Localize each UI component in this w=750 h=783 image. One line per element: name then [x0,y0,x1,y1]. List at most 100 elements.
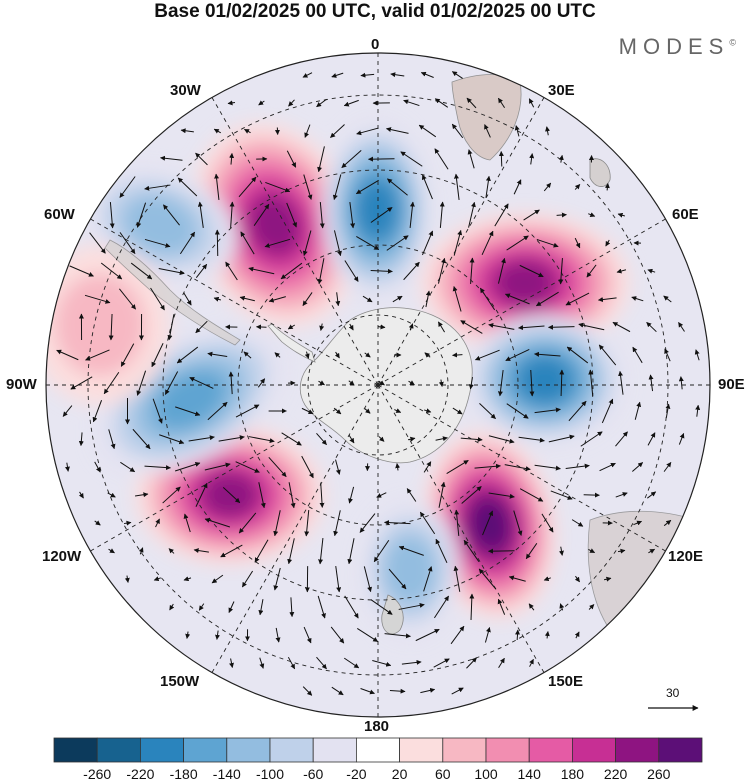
wind-arrow [84,294,111,304]
wind-arrow [467,149,475,169]
wind-arrow [368,156,395,162]
wind-arrow [513,510,523,536]
wind-arrow [316,656,327,670]
wind-arrow [568,400,587,422]
wind-arrow [257,378,266,388]
wind-arrow [541,513,554,533]
wind-arrow [387,178,408,196]
wind-arrow [241,570,254,588]
wind-arrow [534,464,561,471]
wind-arrow [258,599,264,616]
colorbar-swatch [139,737,184,763]
wind-arrow [618,370,624,395]
wind-arrow [505,348,530,362]
wind-arrow [144,465,171,471]
wind-arrow [408,380,415,386]
wind-arrow [437,257,446,284]
wind-arrow [286,202,297,228]
wind-arrow [378,436,385,442]
wind-arrow [543,182,552,192]
wind-arrow [612,321,631,333]
wind-arrow [389,688,406,694]
wind-arrow [344,260,359,282]
wind-arrow [78,491,84,499]
wind-arrow [183,576,192,582]
wind-arrow [469,257,475,285]
wind-arrow [189,377,214,389]
wind-arrow [545,126,550,136]
wind-arrow [488,323,515,330]
wind-arrow [132,428,151,450]
wind-arrow [601,398,614,424]
colorbar-tick-label: -100 [256,766,284,782]
wind-arrow [151,343,164,368]
wind-arrow [588,212,596,217]
wind-arrow [535,291,559,307]
wind-arrow [65,462,70,472]
wind-arrow [330,124,345,138]
wind-arrow [498,150,504,167]
wind-arrow [529,369,535,397]
wind-arrow [647,268,656,274]
wind-arrow [243,128,251,134]
wind-arrow [558,154,564,163]
wind-arrow [264,238,291,248]
wind-arrow [334,351,340,359]
wind-arrow [103,371,120,395]
wind-arrow [302,292,313,306]
wind-arrow [193,548,209,554]
wind-arrow [544,631,550,639]
wind-arrow [534,407,561,414]
wind-arrow [248,436,275,444]
wind-arrow [94,520,101,526]
wind-arrow [108,429,116,450]
wind-arrow [632,462,644,472]
wind-arrow [460,437,483,442]
wind-arrow [120,461,136,473]
wind-arrow [301,407,314,415]
latitude-circle [162,169,594,601]
wind-arrow [136,202,147,228]
wind-arrow [461,486,482,504]
wind-arrow [519,488,544,502]
wind-arrow [433,658,450,668]
wind-arrow [484,124,491,138]
wind-arrow [409,201,415,228]
wind-arrow [243,351,252,359]
wind-arrow [482,510,494,536]
wind-arrow [508,575,526,582]
colorbar-swatch [226,737,271,763]
wind-arrow [497,370,504,397]
wind-arrow [335,292,341,307]
lon-label-120e: 120E [668,548,704,565]
wind-arrow [438,379,444,387]
wind-arrow [319,323,325,331]
wind-arrow [281,432,302,446]
wind-arrow [384,520,411,526]
wind-arrow [330,626,345,644]
wind-arrow [256,324,267,330]
wind-arrow [343,657,360,669]
wind-arrow [481,230,494,256]
wind-arrow [407,436,416,442]
wind-arrow [318,538,324,565]
wind-arrow [159,434,185,445]
colorbar-tick-label: -60 [303,766,323,782]
wind-arrow [348,380,355,386]
wind-arrow [317,595,326,619]
wind-arrow [588,604,595,610]
wind-arrow [648,548,656,554]
wind-arrow [504,293,530,305]
wind-arrow [265,181,291,193]
wind-arrow [548,324,575,330]
wind-arrow [463,539,480,562]
wind-arrow [120,343,135,367]
wind-arrow [392,295,403,303]
wind-arrow [504,464,531,471]
wind-arrow [603,576,612,582]
colorbar-tick-label: -20 [346,766,366,782]
wind-arrow [288,482,296,509]
wind-arrow [474,349,500,361]
low-anomaly-0-55s [355,179,399,241]
wind-arrow [238,512,257,534]
